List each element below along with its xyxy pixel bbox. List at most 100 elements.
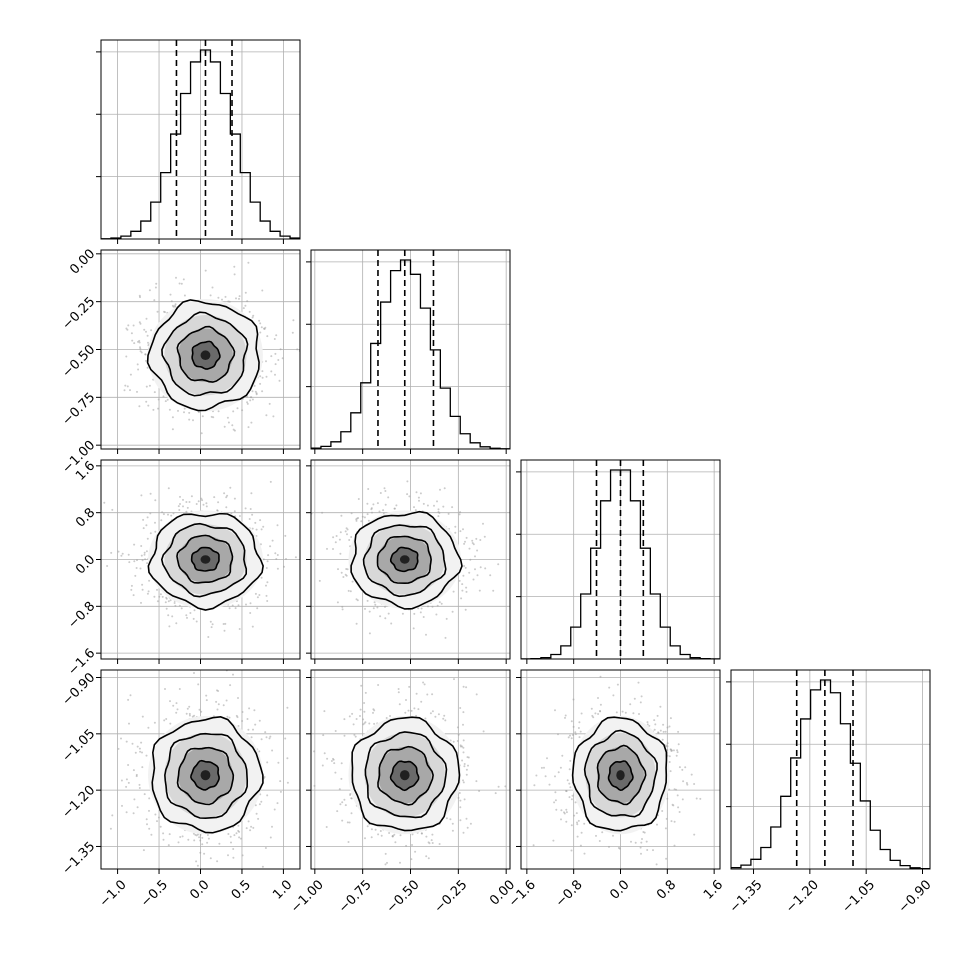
scatter-point — [417, 496, 420, 499]
density-level — [200, 350, 211, 361]
scatter-point — [372, 711, 374, 714]
scatter-point — [254, 521, 257, 524]
scatter-point — [254, 723, 257, 726]
scatter-point — [616, 683, 619, 686]
y-tick-label: −0.25 — [60, 294, 99, 333]
scatter-point — [229, 684, 232, 687]
scatter-point — [276, 802, 279, 805]
contour-line — [350, 510, 463, 610]
density-level — [399, 555, 410, 564]
scatter-point — [169, 700, 171, 703]
scatter-point — [361, 515, 364, 518]
scatter-point — [147, 404, 150, 407]
scatter-point — [419, 492, 422, 495]
x-tick-label: −0.50 — [384, 877, 423, 916]
density-panel-3-0 — [101, 670, 300, 869]
scatter-point — [245, 827, 248, 830]
scatter-point — [131, 339, 134, 342]
scatter-point — [293, 726, 295, 728]
scatter-point — [341, 605, 344, 608]
scatter-point — [130, 332, 133, 335]
scatter-point — [168, 625, 171, 628]
contour-line — [190, 546, 220, 572]
scatter-point — [668, 788, 671, 791]
scatter-point — [229, 486, 232, 489]
scatter-point — [186, 707, 189, 710]
scatter-point — [224, 295, 227, 298]
scatter-point — [370, 836, 373, 839]
scatter-point — [578, 736, 581, 739]
scatter-point — [230, 841, 232, 844]
scatter-point — [249, 399, 252, 402]
y-axis-2 — [306, 465, 311, 654]
scatter-point — [386, 861, 388, 864]
scatter-point — [274, 552, 277, 555]
scatter-point — [198, 836, 201, 839]
scatter-point — [443, 487, 446, 490]
scatter-point — [350, 512, 353, 515]
scatter-point — [577, 819, 580, 822]
scatter-point — [464, 608, 467, 611]
scatter-point — [145, 550, 148, 553]
scatter-point — [133, 798, 136, 801]
scatter-point — [127, 553, 130, 556]
scatter-point — [137, 340, 139, 343]
scatter-point — [362, 718, 365, 721]
scatter-point — [389, 715, 391, 717]
scatter-point — [154, 286, 157, 289]
scatter-point — [186, 506, 189, 509]
scatter-point — [117, 747, 120, 750]
scatter-point — [420, 700, 423, 703]
scatter-point — [379, 492, 382, 494]
scatter-point — [137, 368, 140, 371]
scatter-point — [364, 691, 367, 694]
scatter-point — [255, 812, 258, 815]
scatter-point — [249, 602, 252, 605]
scatter-point — [205, 699, 208, 702]
scatter-point — [566, 779, 569, 782]
scatter-point — [472, 543, 475, 546]
scatter-point — [234, 607, 237, 610]
scatter-point — [162, 838, 165, 841]
scatter-point — [260, 326, 263, 329]
scatter-point — [209, 620, 212, 623]
scatter-point — [465, 586, 468, 589]
scatter-point — [275, 558, 278, 560]
scatter-point — [266, 761, 269, 764]
scatter-point — [259, 382, 262, 385]
scatter-point — [218, 842, 221, 845]
scatter-point — [126, 385, 129, 388]
scatter-point — [415, 491, 418, 494]
scatter-point — [405, 844, 408, 847]
scatter-point — [125, 327, 128, 330]
scatter-point — [440, 602, 443, 605]
scatter-point — [286, 706, 289, 709]
density-level — [200, 770, 211, 781]
x-tick-label: 0.5 — [229, 877, 254, 902]
scatter-point — [468, 571, 471, 574]
scatter-point — [233, 273, 236, 276]
scatter-point — [169, 599, 172, 602]
contour-line — [176, 746, 235, 806]
scatter-point — [309, 564, 311, 566]
scatter-point — [178, 282, 181, 285]
x-axis-0 — [117, 239, 284, 244]
scatter-point — [269, 836, 272, 839]
scatter-point — [443, 714, 446, 717]
scatter-point — [145, 524, 148, 527]
scatter-point — [397, 688, 400, 690]
y-tick-label: −1.6 — [65, 646, 98, 679]
scatter-point — [431, 693, 434, 696]
scatter-point — [425, 835, 428, 838]
scatter-point — [167, 487, 170, 490]
scatter-point — [279, 780, 282, 783]
scatter-point — [350, 536, 353, 538]
scatter-point — [564, 714, 567, 717]
scatter-point — [264, 326, 267, 329]
scatter-point — [461, 745, 464, 748]
scatter-point — [111, 508, 114, 511]
scatter-point — [179, 495, 181, 498]
scatter-point — [235, 832, 238, 835]
scatter-point — [437, 713, 440, 716]
scatter-point — [133, 342, 136, 345]
